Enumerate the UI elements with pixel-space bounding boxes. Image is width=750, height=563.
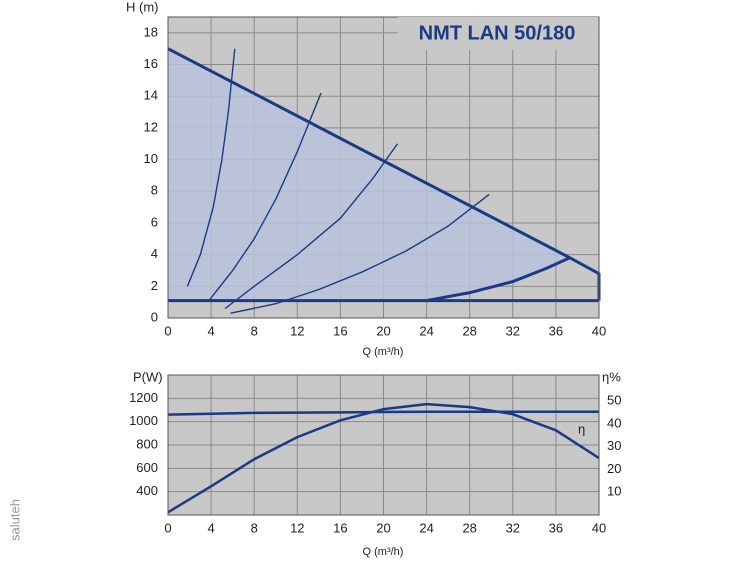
x-tick-label: 24 [419, 520, 433, 535]
x-tick-label: 32 [506, 520, 520, 535]
y-tick-label: 800 [136, 436, 158, 451]
y-tick-label: 2 [151, 278, 158, 293]
watermark: saluteh [7, 499, 22, 541]
x-tick-label: 0 [164, 520, 171, 535]
y-tick-label: 10 [144, 151, 158, 166]
x-tick-label: 32 [506, 323, 520, 338]
y-tick-label: 400 [136, 483, 158, 498]
x-tick-label: 28 [462, 520, 476, 535]
plot-border [167, 374, 600, 516]
y-axis-label: H (m) [126, 0, 159, 14]
y-tick-label: 18 [144, 24, 158, 39]
y2-tick-label: 20 [607, 461, 621, 476]
chart-title: NMT LAN 50/180 [419, 22, 576, 44]
curve [224, 143, 399, 310]
x-tick-label: 16 [333, 520, 347, 535]
title-box [398, 17, 598, 50]
x-tick-label: 36 [549, 520, 563, 535]
y-tick-label: 12 [144, 119, 158, 134]
y-tick-label: 1000 [129, 413, 158, 428]
annotation: η [578, 421, 585, 436]
x-tick-label: 20 [376, 520, 390, 535]
x-tick-label: 8 [251, 520, 258, 535]
y2-tick-label: 10 [607, 484, 621, 499]
y-tick-label: 16 [144, 56, 158, 71]
x-tick-label: 16 [333, 323, 347, 338]
y-tick-label: 1200 [129, 390, 158, 405]
y-tick-label: 8 [151, 183, 158, 198]
x-tick-label: 12 [290, 323, 304, 338]
x-axis-label: Q (m³/h) [363, 546, 404, 558]
x-tick-label: 4 [207, 323, 214, 338]
x-tick-label: 36 [549, 323, 563, 338]
y-tick-label: 14 [144, 88, 158, 103]
x-tick-label: 40 [592, 323, 606, 338]
curve [167, 410, 599, 416]
x-tick-label: 12 [290, 520, 304, 535]
curve [208, 92, 322, 302]
y2-tick-label: 50 [607, 393, 621, 408]
curve [426, 256, 571, 303]
x-axis-label: Q (m³/h) [363, 346, 404, 358]
y2-tick-label: 40 [607, 415, 621, 430]
x-tick-label: 0 [164, 323, 171, 338]
x-tick-label: 4 [207, 520, 214, 535]
plot-border [167, 16, 600, 319]
x-tick-label: 28 [462, 323, 476, 338]
curve [230, 193, 490, 314]
operating-area [168, 48, 570, 301]
y-tick-label: 6 [151, 214, 158, 229]
curve [186, 48, 236, 287]
y-axis-label: P(W) [133, 369, 163, 384]
x-tick-label: 20 [376, 323, 390, 338]
x-tick-label: 24 [419, 323, 433, 338]
x-tick-label: 40 [592, 520, 606, 535]
y2-tick-label: 30 [607, 438, 621, 453]
y2-axis-label: η% [602, 369, 621, 384]
y-tick-label: 4 [151, 246, 158, 261]
x-tick-label: 8 [251, 323, 258, 338]
y-tick-label: 0 [151, 309, 158, 324]
y-tick-label: 600 [136, 460, 158, 475]
curve [167, 402, 600, 514]
